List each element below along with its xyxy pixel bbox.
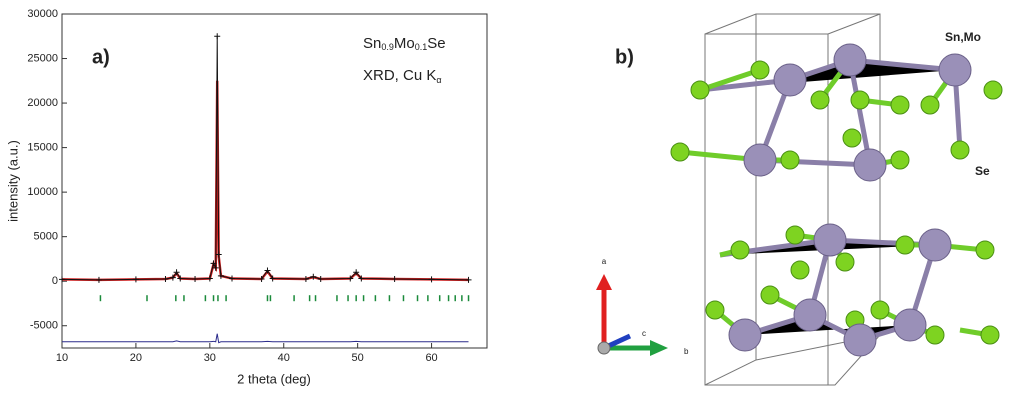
method: XRD, Cu Kα — [363, 67, 442, 85]
y-tick-label: 10000 — [27, 186, 58, 198]
formula-part: 0.1 — [415, 42, 428, 52]
observed-point — [318, 276, 324, 282]
observed-point — [207, 276, 213, 282]
observed-point — [133, 276, 139, 282]
atom-label: Sn,Mo — [945, 30, 981, 44]
axis-letter: a — [602, 257, 607, 266]
page: a) Sn0.9Mo0.1Se XRD, Cu Kα 2 theta (deg)… — [0, 0, 1034, 397]
axis-letter: b — [684, 347, 689, 356]
observed-point — [218, 273, 224, 279]
atom-label: Se — [975, 164, 990, 178]
formula: Sn0.9Mo0.1Se — [363, 35, 446, 52]
formula-part: 0.9 — [381, 42, 394, 52]
series-line — [62, 334, 469, 343]
x-tick-label: 40 — [278, 352, 290, 364]
x-axis-label: 2 theta (deg) — [237, 371, 311, 386]
formula-part: Sn — [363, 35, 381, 52]
series-line — [62, 81, 469, 280]
x-tick-label: 30 — [204, 352, 216, 364]
crystal-structure: b) Sn,Mo Se a b c — [596, 14, 1002, 385]
y-tick-label: 5000 — [34, 231, 58, 243]
y-axis-label: intensity (a.u.) — [5, 140, 20, 222]
observed-point — [229, 276, 235, 282]
formula-part: Mo — [394, 35, 415, 52]
method-sub: α — [436, 75, 441, 85]
x-tick-label: 20 — [130, 352, 142, 364]
figure: a) Sn0.9Mo0.1Se XRD, Cu Kα 2 theta (deg)… — [0, 0, 1034, 392]
x-tick-label: 50 — [352, 352, 364, 364]
method-text: XRD, Cu K — [363, 67, 436, 84]
observed-point — [429, 276, 435, 282]
y-tick-label: 30000 — [27, 8, 58, 20]
observed-point — [303, 276, 309, 282]
y-tick-label: 15000 — [27, 142, 58, 154]
axis-letter: c — [642, 329, 646, 338]
observed-point — [466, 277, 472, 283]
y-tick-label: 25000 — [27, 52, 58, 64]
observed-point — [214, 33, 220, 39]
observed-point — [392, 276, 398, 282]
observed-point — [96, 277, 102, 283]
x-tick-label: 60 — [425, 352, 437, 364]
panel-label: a) — [92, 46, 110, 68]
y-tick-label: 0 — [52, 275, 58, 287]
y-tick-label: -5000 — [30, 320, 58, 332]
panel-label: b) — [615, 46, 634, 68]
formula-part: Se — [427, 35, 445, 52]
observed-point — [162, 276, 168, 282]
y-tick-label: 20000 — [27, 97, 58, 109]
x-tick-label: 10 — [56, 352, 68, 364]
plot-frame — [62, 14, 487, 348]
observed-point — [192, 276, 198, 282]
